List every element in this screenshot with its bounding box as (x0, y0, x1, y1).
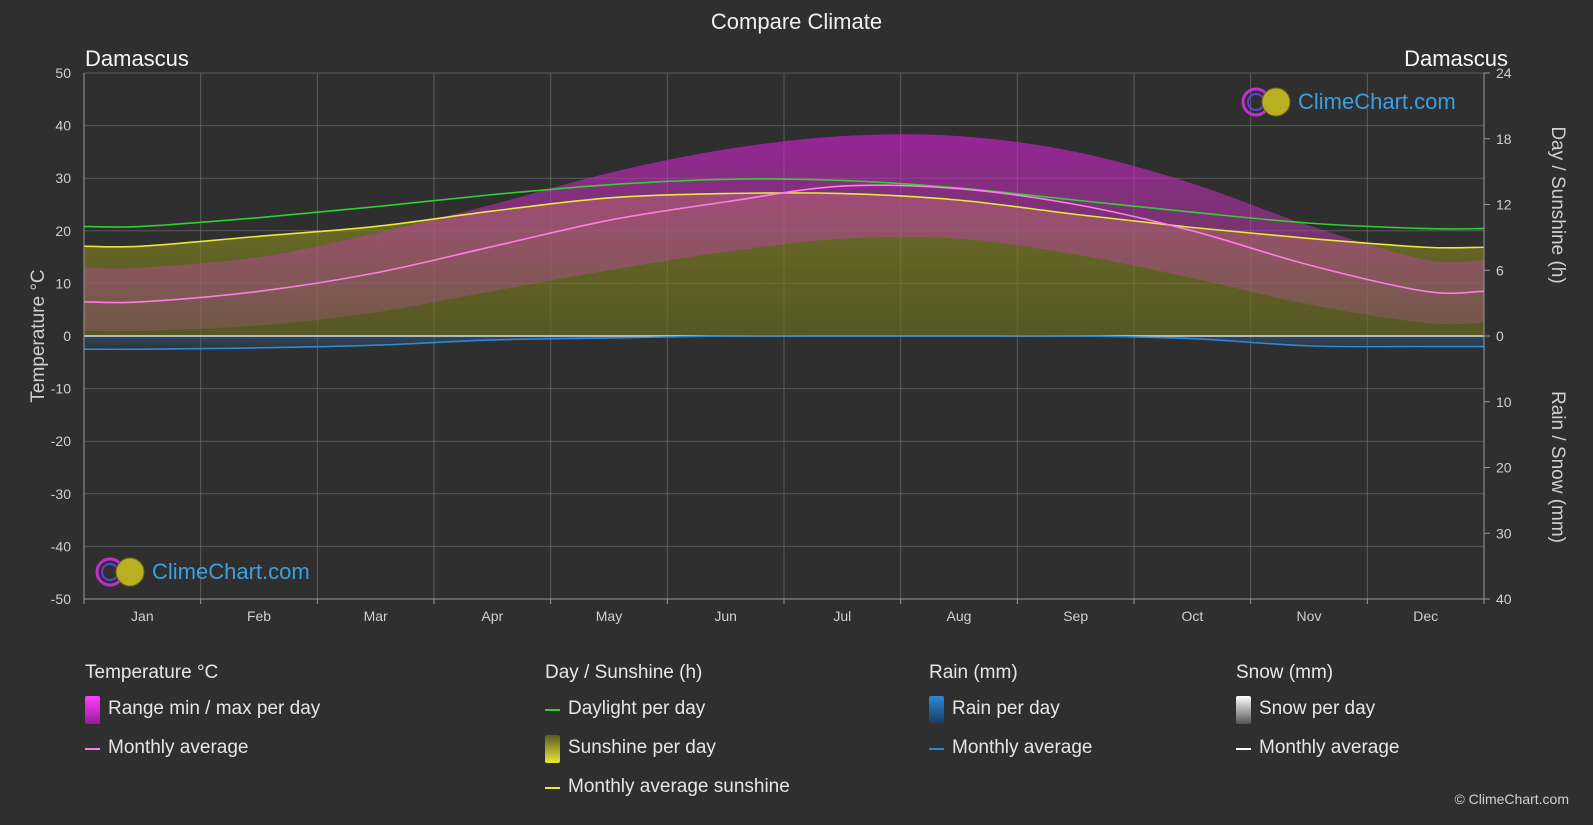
left-tick-label: -10 (51, 381, 71, 397)
x-tick-label: Jul (833, 608, 851, 624)
sunshine-swatch (545, 735, 560, 763)
left-tick-label: -20 (51, 433, 71, 449)
chart-axes: 50 40 30 20 10 0 -10 -20 -30 -40 -50 24 18 12 6 0 10 20 30… (51, 65, 1512, 624)
right-top-tick-label: 6 (1496, 262, 1504, 278)
legend-label: Monthly average (108, 737, 249, 758)
legend-label: Monthly average (1259, 737, 1400, 758)
legend-item-sunshine: Sunshine per day (545, 735, 790, 776)
x-tick-label: Apr (481, 608, 503, 624)
left-tick-label: -30 (51, 486, 71, 502)
left-tick-label: 0 (63, 328, 71, 344)
legend: Temperature °C Range min / max per day M… (0, 662, 1593, 812)
legend-heading: Day / Sunshine (h) (545, 662, 703, 683)
x-tick-label: Jan (131, 608, 154, 624)
right-top-tick-label: 18 (1496, 131, 1512, 147)
daylight-line (83, 178, 1485, 230)
logo-icon (1241, 87, 1291, 117)
legend-item-rain: Rain per day (929, 696, 1092, 737)
legend-label: Daylight per day (568, 698, 706, 719)
right-top-tick-label: 12 (1496, 197, 1512, 213)
legend-sunshine: Day / Sunshine (h) Daylight per day Suns… (545, 662, 790, 815)
legend-rain: Rain (mm) Rain per day Monthly average (929, 662, 1092, 776)
x-tick-label: May (596, 608, 622, 624)
left-tick-label: 20 (55, 223, 71, 239)
right-top-tick-label: 0 (1496, 328, 1504, 344)
x-tick-label: Sep (1063, 608, 1088, 624)
chart-lines (83, 178, 1485, 351)
legend-item-snow-avg: Monthly average (1236, 737, 1399, 776)
legend-item-rain-avg: Monthly average (929, 737, 1092, 776)
left-tick-label: 30 (55, 170, 71, 186)
right-bottom-tick-label: 10 (1496, 394, 1512, 410)
left-tick-label: 40 (55, 118, 71, 134)
x-tick-label: Aug (947, 608, 972, 624)
legend-label: Rain per day (952, 698, 1060, 719)
snow-avg-swatch (1236, 748, 1251, 750)
left-tick-label: 50 (55, 65, 71, 81)
legend-heading: Rain (mm) (929, 662, 1018, 683)
x-tick-label: Nov (1297, 608, 1322, 624)
temperature-range-area (84, 134, 1484, 332)
location-right: Damascus (1404, 46, 1508, 71)
right-bottom-tick-label: 20 (1496, 460, 1512, 476)
snow-swatch (1236, 696, 1251, 724)
x-tick-label: Dec (1413, 608, 1438, 624)
temperature-avg-line (83, 184, 1485, 304)
legend-label: Sunshine per day (568, 737, 716, 758)
x-tick-label: Mar (364, 608, 388, 624)
left-tick-label: 10 (55, 275, 71, 291)
left-tick-label: -50 (51, 591, 71, 607)
legend-item-temp-avg: Monthly average (85, 737, 320, 776)
legend-item-range: Range min / max per day (85, 696, 321, 737)
legend-heading: Snow (mm) (1236, 662, 1334, 683)
chart-title: Compare Climate (710, 9, 883, 34)
right-top-tick-label: 24 (1496, 65, 1512, 81)
left-axis-label: Temperature °C (28, 269, 49, 402)
sunshine-avg-swatch (545, 787, 560, 789)
x-tick-label: Jun (714, 608, 737, 624)
legend-heading: Temperature °C (85, 662, 219, 683)
rain-avg-line (83, 335, 1485, 351)
x-tick-label: Feb (247, 608, 271, 624)
right-axis-label-bottom: Rain / Snow (mm) (1547, 391, 1568, 543)
legend-label: Monthly average sunshine (568, 776, 790, 797)
right-bottom-tick-label: 40 (1496, 591, 1512, 607)
rain-swatch (929, 696, 944, 724)
legend-item-snow: Snow per day (1236, 696, 1399, 737)
daylight-swatch (545, 709, 560, 711)
location-left: Damascus (85, 46, 189, 71)
logo-text: ClimeChart.com (152, 559, 310, 584)
legend-item-daylight: Daylight per day (545, 698, 790, 737)
chart-areas (84, 134, 1484, 350)
logo-icon (95, 557, 145, 587)
legend-label: Snow per day (1259, 698, 1376, 719)
logo-text: ClimeChart.com (1298, 89, 1456, 114)
legend-label: Monthly average (952, 737, 1093, 758)
rain-area (84, 335, 1484, 350)
climate-chart: 50 40 30 20 10 0 -10 -20 -30 -40 -50 24 18 12 6 0 10 20 30… (28, 65, 1568, 624)
logo-top[interactable]: ClimeChart.com (1240, 86, 1456, 118)
logo-bottom[interactable]: ClimeChart.com (94, 556, 310, 588)
right-bottom-tick-label: 30 (1496, 525, 1512, 541)
range-swatch (85, 696, 100, 724)
legend-snow: Snow (mm) Snow per day Monthly average (1236, 662, 1399, 776)
legend-temperature: Temperature °C Range min / max per day M… (85, 662, 320, 776)
copyright: © ClimeChart.com (1454, 791, 1569, 807)
left-tick-label: -40 (51, 538, 71, 554)
right-axis-label-top: Day / Sunshine (h) (1547, 126, 1568, 283)
legend-item-sunshine-avg: Monthly average sunshine (545, 776, 790, 815)
legend-label: Range min / max per day (108, 698, 321, 719)
temp-avg-swatch (85, 748, 100, 750)
x-tick-label: Oct (1181, 608, 1203, 624)
rain-avg-swatch (929, 748, 944, 750)
